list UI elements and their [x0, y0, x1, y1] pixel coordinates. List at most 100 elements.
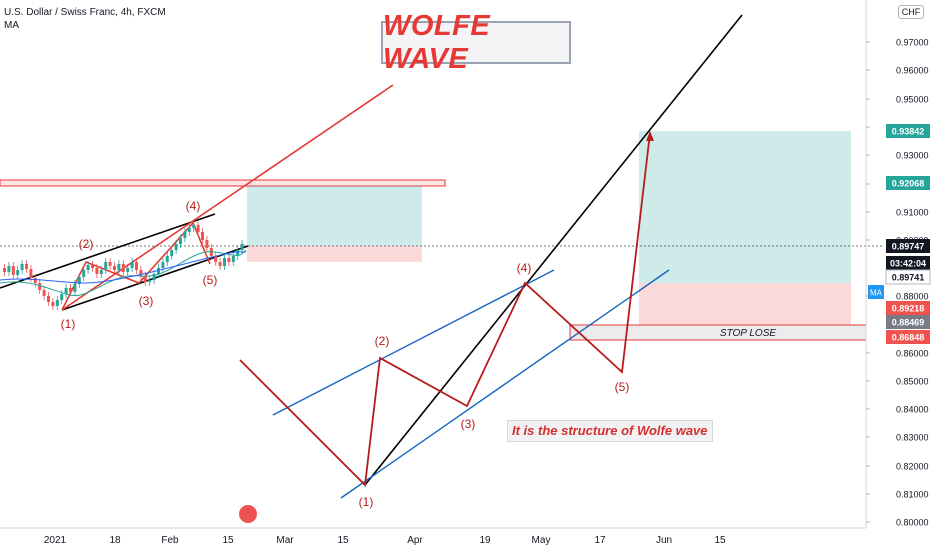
candle-body	[82, 270, 86, 277]
target-arrow-head	[646, 131, 654, 141]
ma-line-slow	[0, 251, 247, 284]
candle-body	[55, 300, 59, 306]
ma-price-tag-label: MA	[870, 289, 883, 298]
price-tick-label: 0.91000	[896, 208, 929, 218]
candle-body	[33, 278, 37, 283]
right-target-zone	[639, 131, 851, 283]
right-wave-label: (5)	[615, 380, 630, 394]
price-tick-label: 0.81000	[896, 490, 929, 500]
candle-body	[223, 258, 226, 266]
price-tag-label: 0.89747	[892, 242, 925, 252]
candle-body	[196, 225, 200, 232]
candle-body	[91, 265, 94, 268]
right-wave-label: (2)	[375, 334, 390, 348]
candle-body	[218, 262, 222, 266]
ma-price-tag	[868, 285, 884, 299]
stop-lose-label: STOP LOSE	[720, 328, 776, 339]
time-tick-label: 2021	[44, 535, 67, 546]
candle-body	[236, 250, 240, 256]
candlestick-series	[0, 221, 247, 310]
price-tag-label: 0.92068	[892, 179, 925, 189]
candle-body	[143, 276, 147, 282]
time-axis: 2021 18 Feb 15 Mar 15 Apr 19 May 17 Jun 15	[0, 527, 866, 546]
price-tag-label: 0.86848	[892, 333, 925, 343]
price-tag	[886, 301, 930, 315]
time-tick-label: 19	[479, 535, 491, 546]
candle-body	[20, 264, 24, 270]
candle-body	[187, 228, 191, 232]
left-target-zone	[247, 186, 422, 246]
candle-body	[214, 256, 218, 262]
price-tick-label: 0.82000	[896, 462, 929, 472]
price-tag	[886, 256, 930, 270]
price-tag-label: 03:42:04	[890, 259, 926, 269]
price-axis: 0.970000.960000.950000.940000.930000.920…	[865, 0, 931, 528]
stop-lose-box	[569, 324, 867, 341]
time-tick-label: 15	[714, 535, 726, 546]
left-wave-label: (1)	[61, 317, 76, 331]
candle-body	[227, 258, 231, 262]
candle-body	[60, 294, 64, 300]
price-tick-label: 0.93000	[896, 151, 929, 161]
right-lower-channel	[340, 269, 670, 499]
structure-note: It is the structure of Wolfe wave	[507, 420, 713, 442]
currency-button[interactable]: CHF	[898, 5, 924, 19]
candle-body	[161, 262, 165, 268]
price-tick-label: 0.80000	[896, 518, 929, 528]
title-banner: WOLFE WAVE	[381, 10, 571, 75]
candle-body	[42, 290, 46, 296]
candle-body	[7, 266, 11, 272]
candle-body	[157, 268, 160, 274]
candle-body	[25, 264, 28, 269]
price-tick-label: 0.96000	[896, 66, 929, 76]
left-wave-label: (3)	[139, 294, 154, 308]
candle-body	[135, 262, 138, 270]
right-target-line	[364, 14, 743, 486]
candle-body	[165, 256, 169, 262]
right-wave-label: (3)	[461, 417, 476, 431]
price-tick-label: 0.84000	[896, 405, 929, 415]
candle-body	[51, 302, 55, 306]
price-tick-label: 0.95000	[896, 95, 929, 105]
candle-body	[121, 264, 125, 272]
chart-header: U.S. Dollar / Swiss Franc, 4h, FXCM MA	[4, 6, 166, 32]
time-tick-label: 18	[109, 535, 121, 546]
title-text: WOLFE WAVE	[383, 9, 491, 75]
candle-body	[11, 266, 15, 275]
symbol-title: U.S. Dollar / Swiss Franc, 4h, FXCM	[4, 7, 166, 18]
price-tag	[886, 176, 930, 190]
candle-body	[170, 250, 174, 256]
price-tick-label: 0.88000	[896, 292, 929, 302]
left-wolfe-target-line	[61, 84, 394, 311]
price-tick-label: 0.83000	[896, 433, 929, 443]
candle-body	[16, 270, 20, 275]
price-tag	[886, 315, 930, 329]
candle-body	[130, 262, 134, 268]
price-tag	[886, 124, 930, 138]
candle-body	[99, 270, 103, 274]
candle-body	[192, 225, 196, 228]
time-tick-label: Jun	[656, 535, 672, 546]
price-tick-label: 0.97000	[896, 38, 929, 48]
price-tick-label: 0.86000	[896, 349, 929, 359]
left-wave-label: (4)	[186, 199, 201, 213]
candle-body	[231, 256, 235, 262]
watermark-logo-icon	[239, 505, 257, 523]
candle-body	[29, 269, 33, 278]
candle-body	[139, 270, 143, 276]
candle-body	[113, 266, 116, 270]
right-wave-label: (1)	[359, 495, 374, 509]
candle-body	[77, 277, 81, 284]
price-tag	[886, 330, 930, 344]
candle-body	[73, 284, 77, 292]
candle-body	[126, 268, 130, 272]
price-tag-label: 0.89218	[892, 304, 925, 314]
candle-body	[117, 264, 121, 270]
price-tag-label: 0.89741	[892, 273, 925, 283]
candle-body	[47, 296, 50, 302]
left-wave-label: (5)	[203, 273, 218, 287]
price-tick-label: 0.85000	[896, 377, 929, 387]
candle-body	[205, 240, 209, 248]
chart-drawings: STOP LOSE	[0, 14, 867, 499]
